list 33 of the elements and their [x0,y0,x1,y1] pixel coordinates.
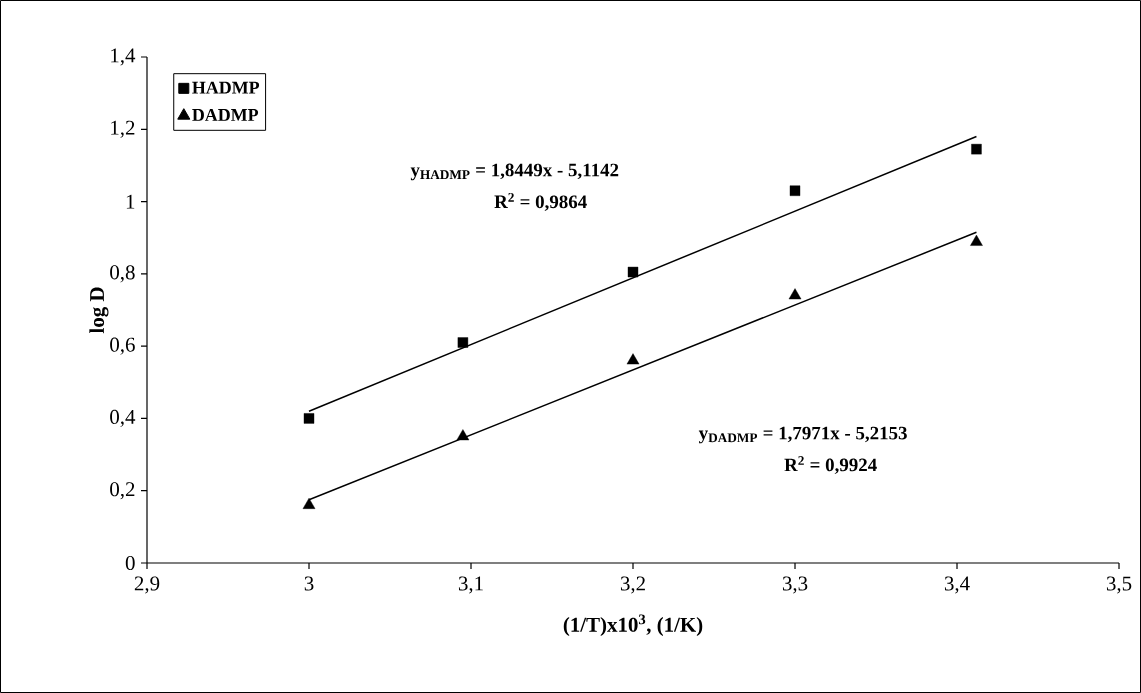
x-tick-label: 3,5 [1106,576,1132,594]
y-axis-title: log D [89,287,109,334]
point [303,413,315,424]
x-tick-label: 3,1 [458,576,483,594]
point [627,266,639,278]
y-tick-label: 0,2 [110,482,135,500]
point [626,353,640,365]
annotation: y$_{HADMP}$ = 1,8449x - 5,1142 [410,163,619,181]
point [456,429,470,441]
annotation: y$_{DADMP}$ = 1,7971x - 5,2153 [698,426,907,444]
y-tick-label: 0 [125,555,135,571]
point [789,185,801,196]
x-tick-label: 3,2 [620,576,645,594]
x-axis-title: (1/T)x10$^{3}$, (1/K) [563,614,703,637]
point [788,288,802,300]
x-tick-label: 2,9 [134,576,160,594]
y-tick-label: 0,4 [110,409,136,427]
point [302,497,316,509]
x-tick-label: 3,3 [782,576,808,594]
annotation: R$^{2}$ = 0,9924 [784,456,877,475]
legend-label: DADMP [192,108,259,121]
point [970,234,983,246]
point [457,337,469,348]
legend-label: HADMP [192,81,260,94]
y-tick-label: 0,8 [110,265,135,283]
y-tick-label: 1,4 [111,48,136,66]
point [971,143,982,155]
y-tick-label: 1,2 [111,120,135,138]
annotation: R$^{2}$ = 0,9864 [494,192,587,211]
x-tick-label: 3,4 [944,576,970,594]
y-tick-label: 0,6 [110,337,135,355]
y-tick-label: 1 [126,194,135,209]
x-tick-label: 3 [304,576,314,591]
